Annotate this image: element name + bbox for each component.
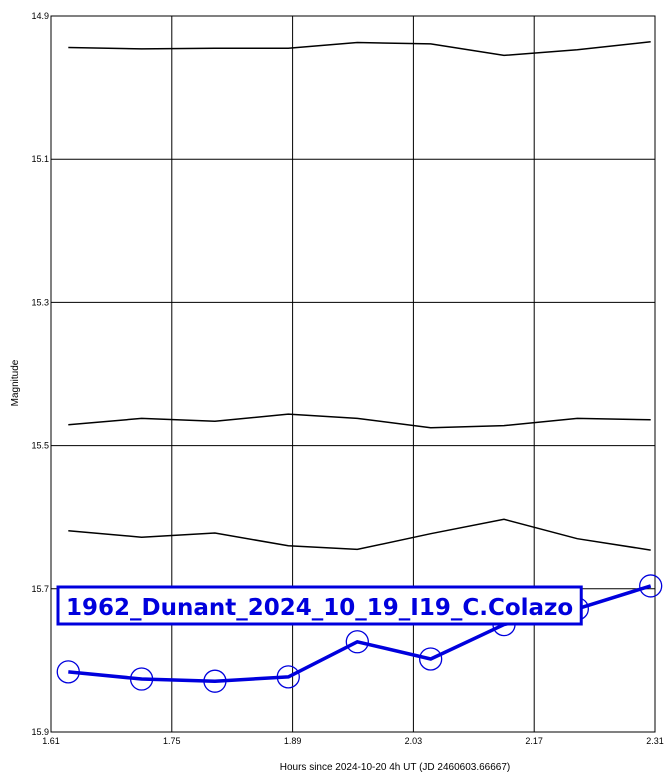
- y-axis-label: Magnitude: [10, 359, 21, 406]
- comparison-series-line: [68, 518, 651, 551]
- target-data-point: [639, 574, 663, 598]
- x-tick-label: 1.89: [284, 736, 302, 746]
- y-tick-label: 14.9: [31, 11, 49, 21]
- target-data-point: [345, 630, 369, 654]
- comparison-series-line: [68, 413, 651, 429]
- chart-title: 1962_Dunant_2024_10_19_I19_C.Colazo: [66, 595, 573, 621]
- x-tick-label: 2.31: [646, 736, 664, 746]
- target-data-point: [276, 665, 300, 689]
- x-axis-label: Hours since 2024-10-20 4h UT (JD 2460603…: [280, 762, 511, 773]
- x-tick-label: 1.61: [42, 736, 60, 746]
- x-tick-label: 2.03: [405, 736, 423, 746]
- x-tick-label: 1.75: [163, 736, 181, 746]
- chart-title-banner: 1962_Dunant_2024_10_19_I19_C.Colazo: [56, 585, 583, 626]
- y-tick-label: 15.5: [31, 441, 49, 451]
- y-tick-label: 15.9: [31, 727, 49, 737]
- x-tick-label: 2.17: [525, 736, 543, 746]
- y-tick-label: 15.3: [31, 297, 49, 307]
- target-data-point: [56, 660, 80, 684]
- y-tick-label: 15.7: [31, 584, 49, 594]
- target-data-point: [203, 669, 227, 693]
- target-data-point: [129, 667, 154, 691]
- plot-frame: [50, 15, 656, 733]
- comparison-series-line: [68, 41, 651, 57]
- title-banner-box: [56, 585, 583, 626]
- x-tick-labels: 1.61 1.75 1.89 2.03 2.17 2.31: [42, 736, 664, 746]
- target-data-point: [419, 647, 443, 671]
- grid-lines: [51, 16, 655, 732]
- y-tick-label: 15.1: [31, 154, 49, 164]
- y-tick-labels: 14.9 15.1 15.3 15.5 15.7 15.9: [31, 11, 49, 737]
